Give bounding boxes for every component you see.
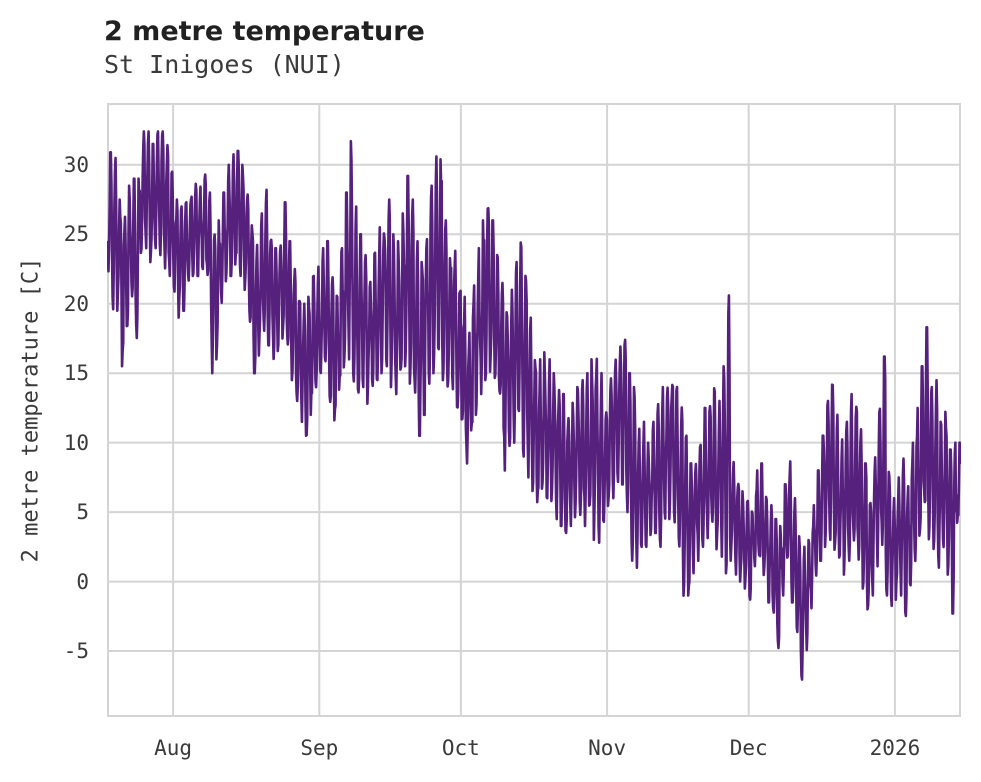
temperature-line <box>107 130 961 681</box>
y-tick-label: 20 <box>63 291 89 316</box>
x-tick-label: Oct <box>441 736 480 760</box>
y-tick-label: -5 <box>63 639 89 664</box>
y-tick-label: 15 <box>63 361 89 386</box>
y-tick-label: 30 <box>63 152 89 177</box>
y-tick-label: 5 <box>76 500 89 525</box>
x-tick-label: Sep <box>300 736 339 760</box>
x-tick-label: 2026 <box>869 736 921 760</box>
y-tick-label: 25 <box>63 222 89 247</box>
x-tick-label: Aug <box>154 736 193 760</box>
chart-subtitle: St Inigoes (NUI) <box>104 50 345 79</box>
y-tick-label: 0 <box>76 569 89 594</box>
axes-border <box>107 103 961 717</box>
chart-title: 2 metre temperature <box>104 16 425 47</box>
x-tick-label: Nov <box>588 736 627 760</box>
temperature-chart-svg <box>107 103 961 717</box>
plot-area <box>107 103 961 717</box>
y-tick-label: 10 <box>63 430 89 455</box>
x-tick-label: Dec <box>729 736 768 760</box>
